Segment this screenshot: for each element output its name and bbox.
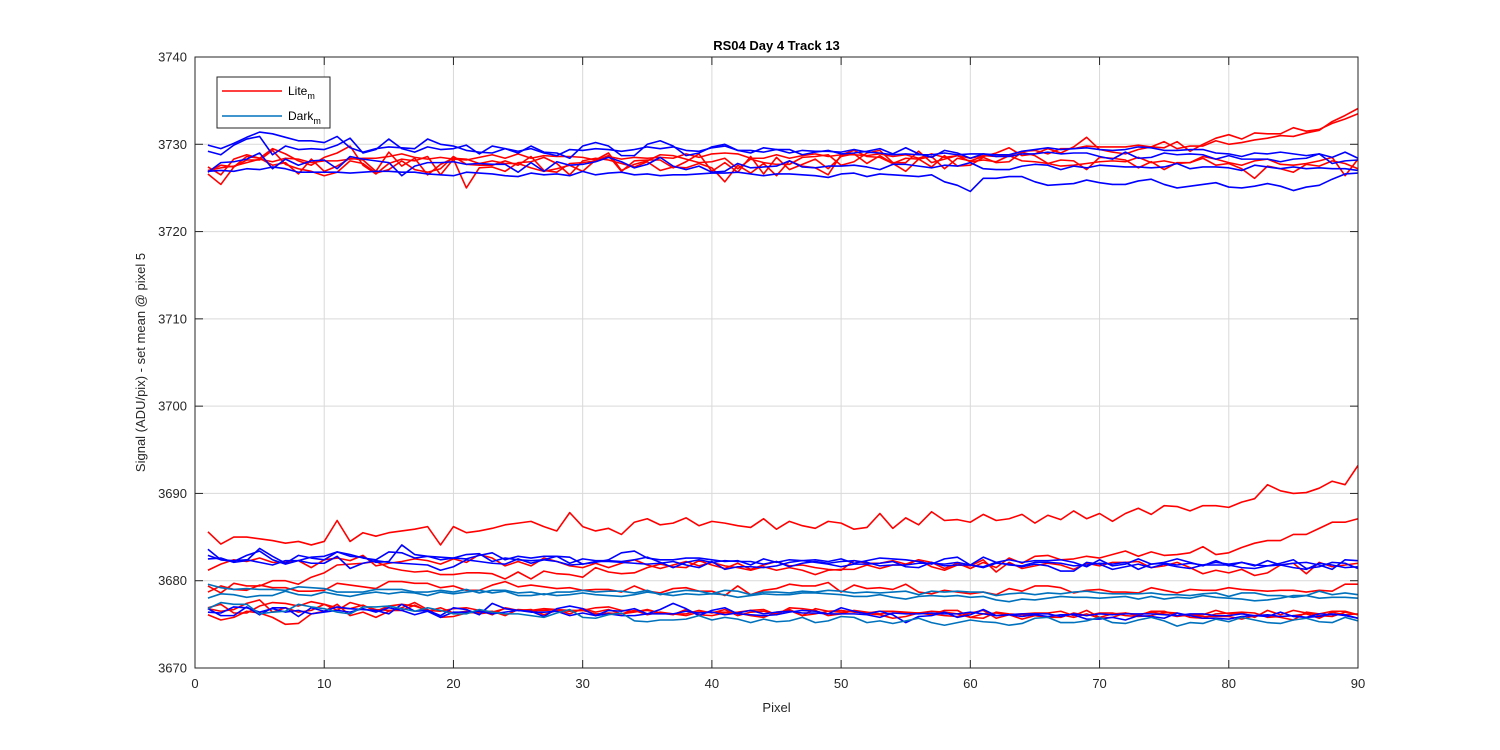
x-tick-label: 30 [575,676,589,691]
y-tick-label: 3680 [158,573,187,588]
y-tick-label: 3690 [158,486,187,501]
x-tick-label: 40 [705,676,719,691]
x-tick-label: 90 [1351,676,1365,691]
series-line-14 [207,606,1359,620]
legend-entry-dark: Darkm [288,109,321,126]
legend-entry-lite: Litem [288,84,315,101]
x-tick-label: 10 [317,676,331,691]
x-tick-label: 80 [1222,676,1236,691]
legend-subscript-lite: m [307,91,315,101]
series-line-7 [207,112,1359,189]
series-line-0 [207,465,1359,546]
series-line-3 [207,580,1358,597]
x-tick-label: 60 [963,676,977,691]
legend-label-lite: Lite [288,84,308,98]
y-tick-label: 3670 [158,661,187,676]
chart-title: RS04 Day 4 Track 13 [713,38,839,53]
series-line-18 [207,152,1359,177]
y-tick-label: 3710 [158,311,187,326]
series-group [207,107,1359,627]
axis-ticks [194,56,1359,669]
y-tick-label: 3720 [158,224,187,239]
plot-area [195,57,1358,668]
y-tick-label: 3700 [158,399,187,414]
series-line-13 [207,554,1359,572]
x-axis-label: Pixel [762,700,790,715]
series-line-12 [207,544,1359,570]
series-line-20 [207,583,1359,599]
x-tick-label: 70 [1092,676,1106,691]
legend-label-dark: Dark [288,109,314,123]
legend-subscript-dark: m [313,116,321,126]
axes-box [194,56,1359,669]
series-line-21 [207,589,1359,603]
x-tick-label: 50 [834,676,848,691]
series-line-17 [207,135,1359,165]
grid-lines [195,57,1358,668]
series-line-8 [207,107,1359,172]
y-axis-label: Signal (ADU/pix) - set mean @ pixel 5 [133,253,148,472]
y-tick-label: 3740 [158,50,187,65]
series-line-22 [207,601,1359,627]
axes-frame [194,56,1359,669]
x-tick-label: 20 [446,676,460,691]
plot-area-background [195,57,1358,668]
legend-box [216,76,331,129]
series-line-15 [207,602,1359,624]
legend: Litem Darkm [216,76,331,129]
series-line-19 [207,166,1359,193]
y-tick-label: 3730 [158,137,187,152]
tick-labels: 0 10 20 30 40 50 60 70 80 90 3670 3680 3690 3700 3710 3… [158,50,1365,692]
series-line-1 [207,517,1359,576]
x-tick-label: 0 [191,676,198,691]
